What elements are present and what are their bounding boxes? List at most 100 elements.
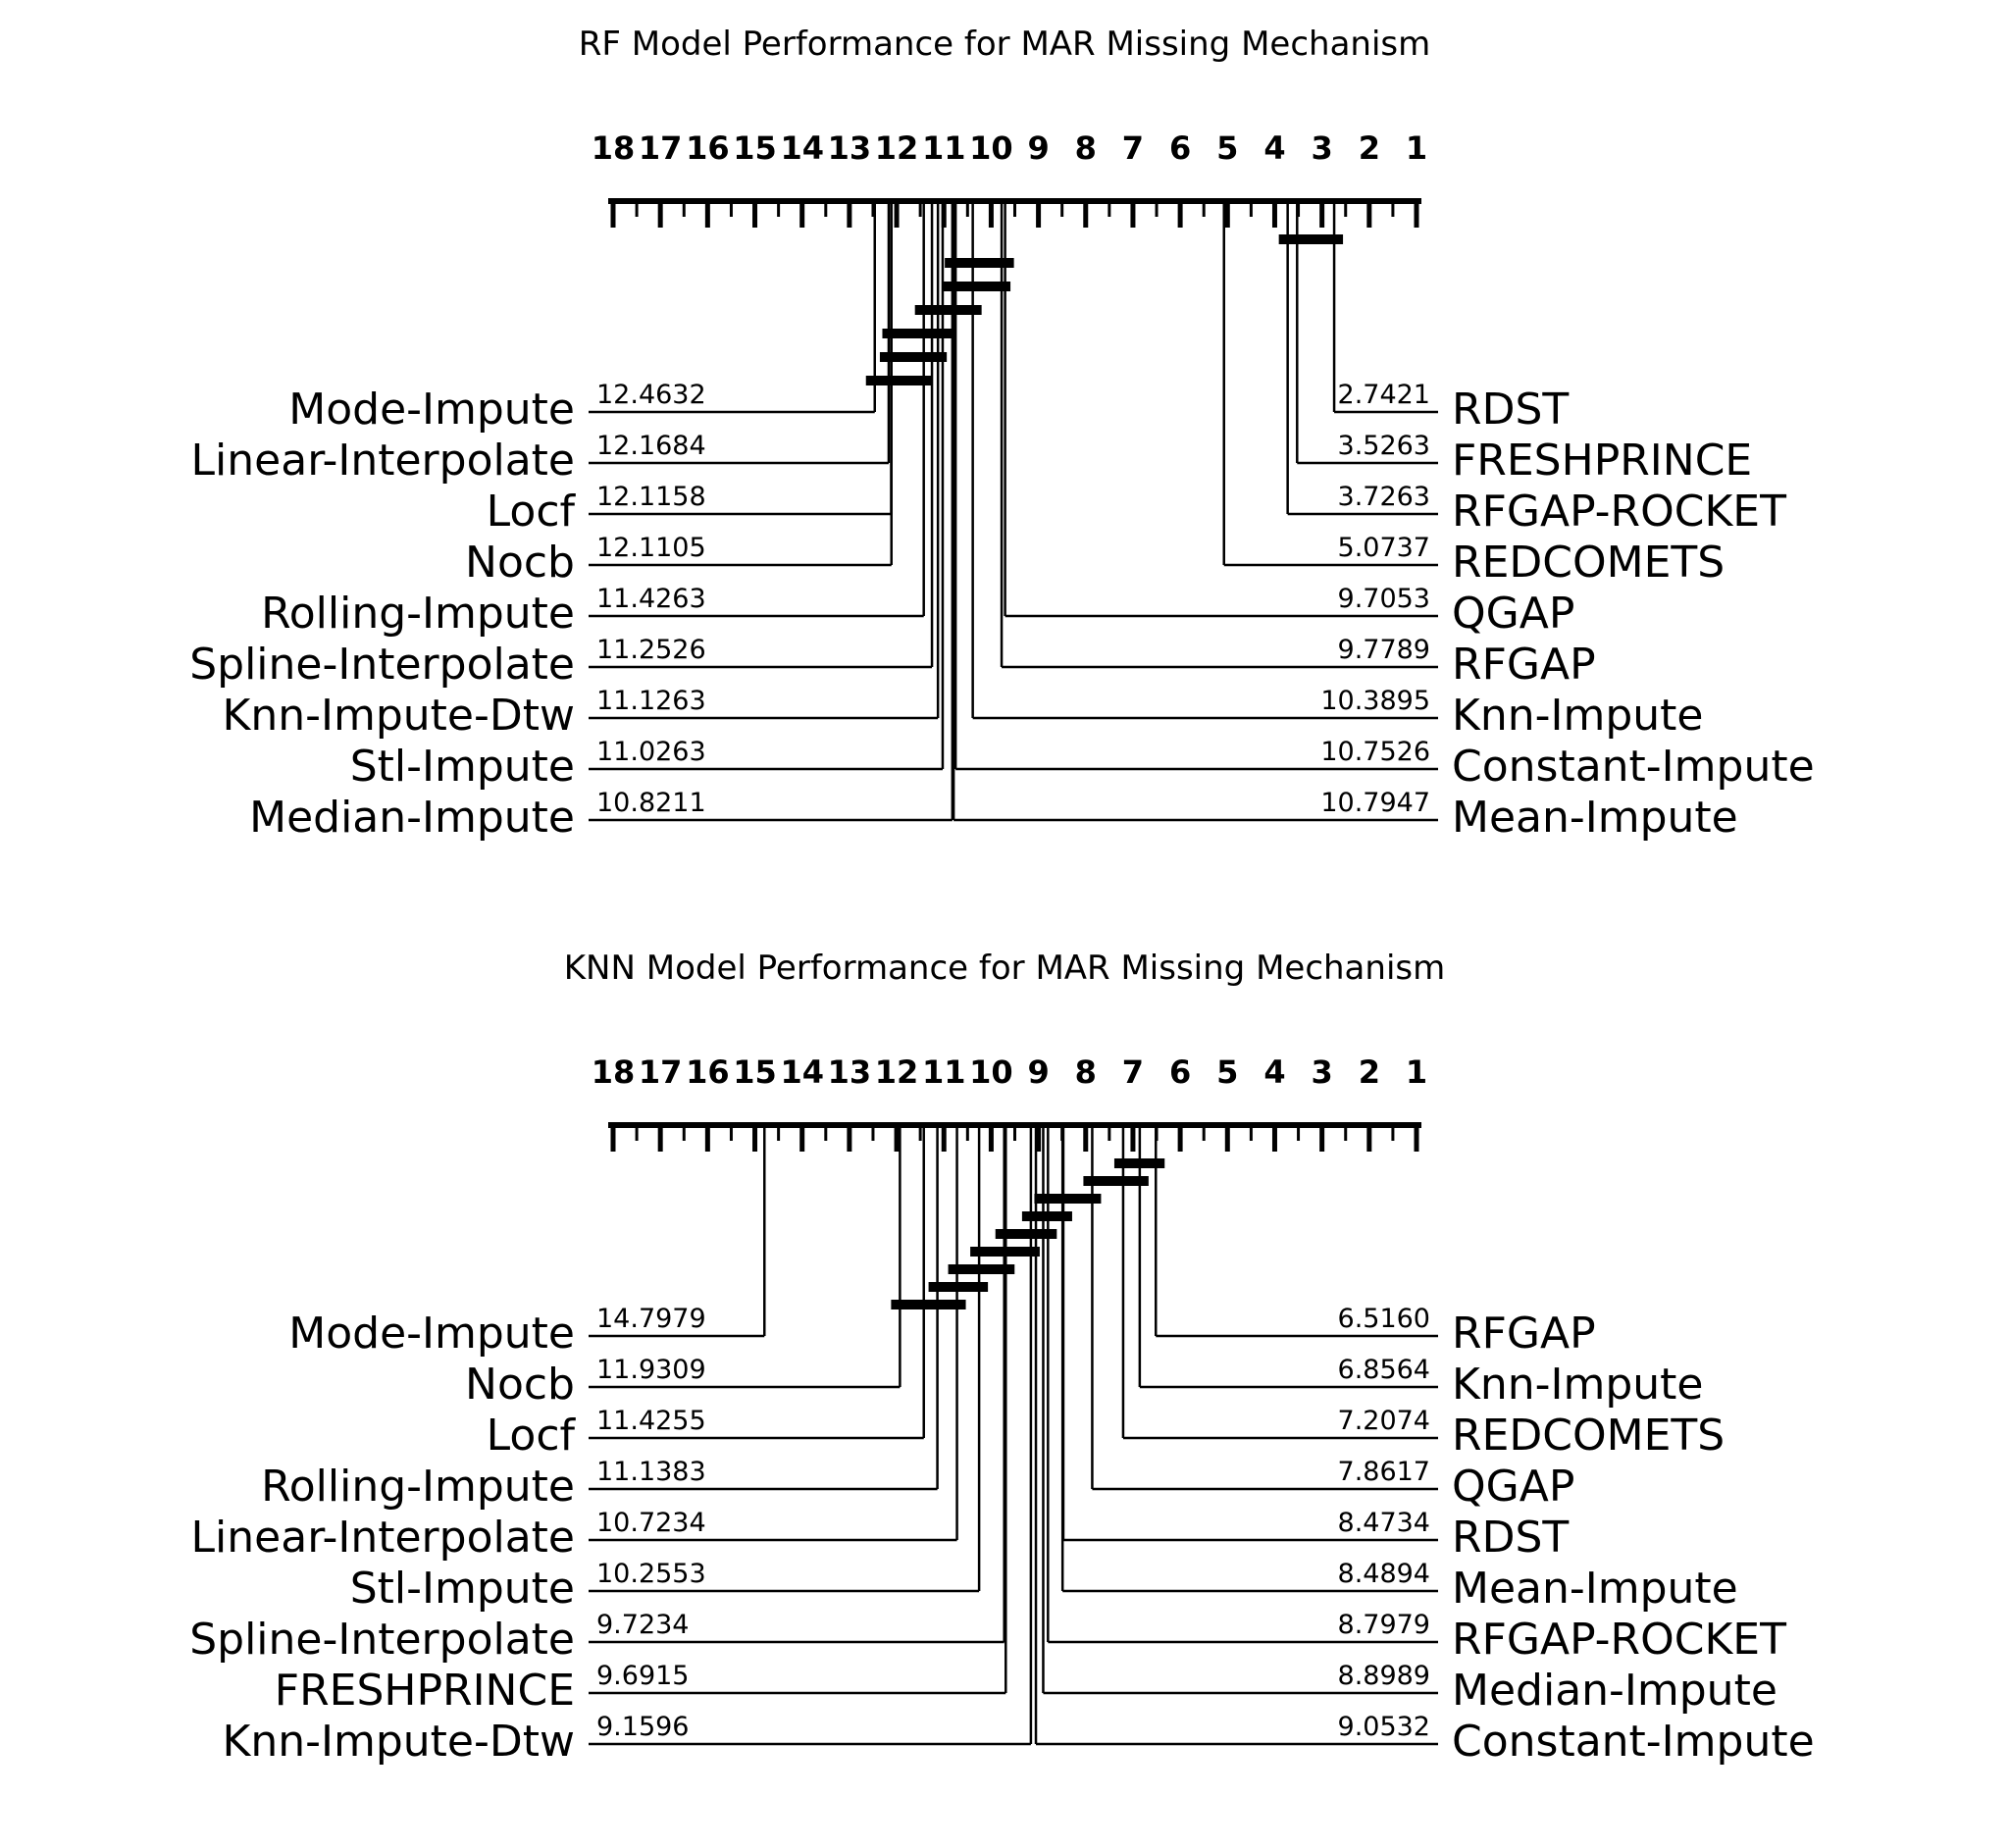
cd-diagram-knn: KNN Model Performance for MAR Missing Me… bbox=[189, 949, 1814, 1767]
axis-tick-label: 17 bbox=[639, 129, 683, 167]
axis-tick-label: 3 bbox=[1312, 129, 1333, 167]
method-rank-value: 8.4894 bbox=[1338, 1559, 1430, 1589]
method-rank-value: 12.4632 bbox=[596, 380, 706, 410]
axis-tick-label: 17 bbox=[639, 1053, 683, 1091]
method-rank-value: 10.7234 bbox=[596, 1508, 706, 1538]
method-label: Knn-Impute bbox=[1452, 1360, 1703, 1410]
axis-tick-label: 16 bbox=[686, 129, 730, 167]
axis-tick-label: 16 bbox=[686, 1053, 730, 1091]
axis-tick-label: 13 bbox=[828, 1053, 872, 1091]
method-rank-value: 7.8617 bbox=[1338, 1457, 1430, 1487]
method-label: RFGAP-ROCKET bbox=[1452, 1615, 1786, 1665]
method-label: Mode-Impute bbox=[288, 1309, 575, 1359]
method-rank-value: 10.7947 bbox=[1320, 788, 1430, 818]
axis-tick-label: 6 bbox=[1169, 129, 1191, 167]
method-label: Mean-Impute bbox=[1452, 1564, 1738, 1614]
axis-tick-label: 13 bbox=[828, 129, 872, 167]
method-rank-value: 9.6915 bbox=[596, 1661, 689, 1691]
method-label: FRESHPRINCE bbox=[275, 1666, 575, 1716]
method-label: Rolling-Impute bbox=[261, 1462, 575, 1512]
axis-tick-label: 4 bbox=[1263, 129, 1285, 167]
method-label: RDST bbox=[1452, 1513, 1569, 1563]
method-label: RDST bbox=[1452, 385, 1569, 435]
chart-title: KNN Model Performance for MAR Missing Me… bbox=[564, 949, 1445, 988]
axis-tick-label: 9 bbox=[1027, 129, 1049, 167]
axis-tick-label: 11 bbox=[922, 129, 966, 167]
axis-tick-label: 7 bbox=[1122, 129, 1144, 167]
axis-tick-label: 3 bbox=[1312, 1053, 1333, 1091]
method-label: Stl-Impute bbox=[350, 742, 575, 792]
axis-tick-label: 1 bbox=[1406, 129, 1427, 167]
method-label: Nocb bbox=[465, 1360, 575, 1410]
axis-tick-label: 14 bbox=[780, 1053, 824, 1091]
method-rank-value: 11.4255 bbox=[596, 1406, 706, 1436]
method-label: Stl-Impute bbox=[350, 1564, 575, 1614]
axis-tick-label: 7 bbox=[1122, 1053, 1144, 1091]
method-label: Median-Impute bbox=[1452, 1666, 1777, 1716]
method-label: RFGAP-ROCKET bbox=[1452, 487, 1786, 537]
axis-tick-label: 15 bbox=[733, 129, 777, 167]
axis-tick-label: 1 bbox=[1406, 1053, 1427, 1091]
method-rank-value: 3.5263 bbox=[1338, 431, 1430, 461]
method-rank-value: 8.4734 bbox=[1338, 1508, 1430, 1538]
method-rank-value: 11.1383 bbox=[596, 1457, 706, 1487]
axis-tick-label: 11 bbox=[922, 1053, 966, 1091]
method-rank-value: 9.7053 bbox=[1338, 584, 1430, 614]
method-rank-value: 9.7789 bbox=[1338, 635, 1430, 665]
method-label: RFGAP bbox=[1452, 640, 1596, 690]
method-label: Linear-Interpolate bbox=[191, 1513, 575, 1563]
method-rank-value: 6.5160 bbox=[1338, 1304, 1430, 1334]
method-rank-value: 10.8211 bbox=[596, 788, 706, 818]
method-rank-value: 11.1263 bbox=[596, 686, 706, 716]
axis-tick-label: 15 bbox=[733, 1053, 777, 1091]
method-label: FRESHPRINCE bbox=[1452, 436, 1752, 486]
method-rank-value: 11.0263 bbox=[596, 737, 706, 767]
method-label: Spline-Interpolate bbox=[189, 640, 575, 690]
method-rank-value: 9.1596 bbox=[596, 1712, 689, 1742]
axis-tick-label: 12 bbox=[875, 1053, 919, 1091]
method-label: Locf bbox=[487, 487, 577, 537]
axis-tick-label: 18 bbox=[592, 1053, 636, 1091]
method-label: Mean-Impute bbox=[1452, 793, 1738, 843]
method-rank-value: 2.7421 bbox=[1338, 380, 1430, 410]
method-rank-value: 10.7526 bbox=[1320, 737, 1430, 767]
method-rank-value: 5.0737 bbox=[1338, 533, 1430, 563]
axis-tick-label: 10 bbox=[969, 1053, 1013, 1091]
axis-tick-label: 8 bbox=[1075, 129, 1097, 167]
method-label: REDCOMETS bbox=[1452, 1411, 1725, 1461]
method-label: Knn-Impute-Dtw bbox=[223, 691, 575, 741]
method-rank-value: 9.7234 bbox=[596, 1610, 689, 1640]
method-rank-value: 11.2526 bbox=[596, 635, 706, 665]
method-label: QGAP bbox=[1452, 1462, 1574, 1512]
method-label: Nocb bbox=[465, 538, 575, 588]
method-label: REDCOMETS bbox=[1452, 538, 1725, 588]
method-label: Knn-Impute bbox=[1452, 691, 1703, 741]
method-rank-value: 11.4263 bbox=[596, 584, 706, 614]
method-label: Linear-Interpolate bbox=[191, 436, 575, 486]
method-rank-value: 8.7979 bbox=[1338, 1610, 1430, 1640]
axis-tick-label: 10 bbox=[969, 129, 1013, 167]
method-rank-value: 14.7979 bbox=[596, 1304, 706, 1334]
cd-diagram-rf: RF Model Performance for MAR Missing Mec… bbox=[189, 25, 1814, 843]
method-rank-value: 10.2553 bbox=[596, 1559, 706, 1589]
axis-tick-label: 5 bbox=[1216, 1053, 1238, 1091]
axis-tick-label: 12 bbox=[875, 129, 919, 167]
method-rank-value: 10.3895 bbox=[1320, 686, 1430, 716]
method-rank-value: 9.0532 bbox=[1338, 1712, 1430, 1742]
method-label: QGAP bbox=[1452, 589, 1574, 639]
axis-tick-label: 18 bbox=[592, 129, 636, 167]
method-label: Mode-Impute bbox=[288, 385, 575, 435]
method-rank-value: 7.2074 bbox=[1338, 1406, 1430, 1436]
method-rank-value: 8.8989 bbox=[1338, 1661, 1430, 1691]
axis-tick-label: 5 bbox=[1216, 129, 1238, 167]
axis-tick-label: 14 bbox=[780, 129, 824, 167]
method-label: Spline-Interpolate bbox=[189, 1615, 575, 1665]
method-rank-value: 12.1158 bbox=[596, 482, 706, 512]
method-rank-value: 12.1684 bbox=[596, 431, 706, 461]
method-rank-value: 11.9309 bbox=[596, 1355, 706, 1385]
chart-title: RF Model Performance for MAR Missing Mec… bbox=[579, 25, 1430, 64]
method-rank-value: 6.8564 bbox=[1338, 1355, 1430, 1385]
method-rank-value: 3.7263 bbox=[1338, 482, 1430, 512]
method-label: Knn-Impute-Dtw bbox=[223, 1717, 575, 1767]
